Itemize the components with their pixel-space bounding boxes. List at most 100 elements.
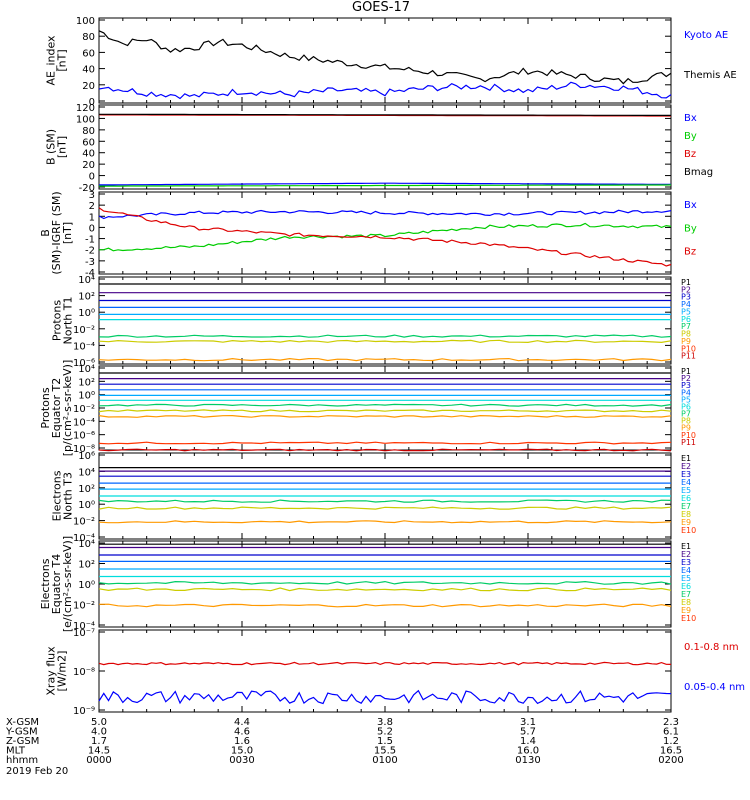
channel-label: E1 (681, 542, 691, 551)
y-tick-label: 10⁻⁹ (73, 706, 95, 717)
y-axis-label-line: [nT] (61, 222, 74, 244)
y-tick-label: 10⁰ (78, 308, 95, 319)
time-axis-value: 5.2 (377, 727, 393, 738)
y-axis-label-line: North T1 (62, 297, 75, 345)
legend-label: Bz (684, 247, 696, 258)
y-tick-label: 10⁰ (78, 580, 95, 591)
time-axis-value: 16.5 (660, 746, 682, 757)
channel-label: E4 (681, 478, 691, 487)
series-line (98, 689, 672, 705)
y-tick-label: 60 (82, 48, 95, 59)
y-axis-label-line: Xray flux (45, 646, 58, 696)
time-axis-value: 1.2 (663, 736, 679, 747)
channel-label: E6 (681, 494, 691, 503)
y-tick-label: -3 (85, 257, 95, 268)
panel-frame (98, 104, 672, 190)
y-tick-label: 10² (78, 484, 95, 495)
channel-label: E3 (681, 558, 691, 567)
channel-line (98, 357, 672, 362)
channel-line (98, 334, 672, 338)
y-axis-label-line: Electrons (51, 470, 64, 521)
legend-label: Bx (684, 200, 697, 211)
channel-label: E5 (681, 574, 691, 583)
channel-label: P2 (681, 374, 691, 383)
channel-line (98, 409, 672, 413)
channel-label: E9 (681, 518, 691, 527)
y-tick-label: 10⁴ (78, 275, 95, 286)
y-axis-label-line: (SM)-IGRF (SM) (50, 191, 63, 274)
y-axis-label: AE_index[nT] (45, 35, 69, 86)
channel-line (98, 603, 672, 608)
y-axis-label-line: Protons (51, 300, 64, 341)
time-axis-value: 15.5 (374, 746, 396, 757)
y-tick-label: 10² (78, 560, 95, 571)
channel-label: E10 (681, 614, 696, 623)
channel-line (98, 580, 672, 585)
legend-label: By (684, 223, 697, 234)
y-tick-label: 60 (82, 137, 95, 148)
y-tick-label: 10⁻² (73, 404, 95, 415)
series-line (98, 207, 672, 267)
series-line (98, 209, 672, 220)
channel-label: E3 (681, 470, 691, 479)
y-axis-label-line: Equator T4 (50, 554, 63, 614)
channel-label: P2 (681, 285, 691, 294)
y-tick-label: 0 (89, 97, 95, 108)
panel-frame (98, 629, 672, 713)
y-tick-label: -20 (79, 183, 95, 194)
channel-label: E10 (681, 526, 696, 535)
y-tick-label: 10⁻⁷ (73, 628, 95, 639)
time-axis-value: 0030 (229, 755, 254, 766)
time-axis-value: 4.0 (91, 727, 107, 738)
channel-label: P8 (681, 330, 691, 339)
series-line (98, 81, 672, 100)
y-axis-label-line: B (SM) (45, 129, 58, 165)
time-axis-value: 15.0 (231, 746, 253, 757)
y-axis-label-line: [nT] (56, 49, 69, 71)
legend-label: 0.1-0.8 nm (684, 642, 739, 653)
y-axis-label-line: [W/m2] (56, 651, 69, 692)
channel-label: P1 (681, 278, 691, 287)
y-tick-label: -2 (85, 246, 95, 257)
y-axis-label: Xray flux[W/m2] (45, 646, 69, 696)
y-tick-label: 1 (89, 212, 95, 223)
y-axis-label-line: [p/(cm²-s-sr-keV)] (61, 360, 74, 457)
series-line (98, 30, 672, 85)
y-axis-label-line: Electrons (39, 558, 52, 609)
channel-label: P11 (681, 438, 696, 447)
y-tick-label: 10⁴ (78, 364, 95, 375)
channel-label: P11 (681, 352, 696, 361)
y-tick-label: 100 (76, 114, 95, 125)
time-axis-value: 0200 (658, 755, 683, 766)
channel-label: P5 (681, 395, 691, 404)
time-axis-row-label: Z-GSM (6, 736, 39, 747)
channel-line (98, 520, 672, 524)
legend-label: Bmag (684, 167, 713, 178)
y-tick-label: 80 (82, 126, 95, 137)
y-tick-label: 3 (89, 190, 95, 201)
y-tick-label: 10⁻⁸ (73, 667, 95, 678)
y-tick-label: 10⁻⁴ (73, 533, 95, 544)
date-label: 2019 Feb 20 (6, 766, 68, 777)
series-line (99, 113, 671, 117)
channel-label: E5 (681, 486, 691, 495)
y-axis-label: B(SM)-IGRF (SM)[nT] (39, 191, 74, 274)
time-axis-value: 4.6 (234, 727, 250, 738)
channel-label: E2 (681, 462, 691, 471)
channel-label: P10 (681, 431, 696, 440)
time-axis-row-label: Y-GSM (5, 727, 38, 738)
y-tick-label: 0 (89, 172, 95, 183)
y-axis-label-line: B (39, 229, 52, 237)
time-axis-value: 16.0 (517, 746, 539, 757)
y-tick-label: 10² (78, 377, 95, 388)
y-tick-label: 10⁻⁴ (73, 417, 95, 428)
y-tick-label: 20 (82, 81, 95, 92)
legend-label: By (684, 131, 697, 142)
y-axis-label-line: Equator T2 (50, 378, 63, 438)
time-axis-row-label: X-GSM (6, 717, 39, 728)
time-axis-value: 3.1 (520, 717, 536, 728)
y-tick-label: 10⁶ (78, 451, 95, 462)
